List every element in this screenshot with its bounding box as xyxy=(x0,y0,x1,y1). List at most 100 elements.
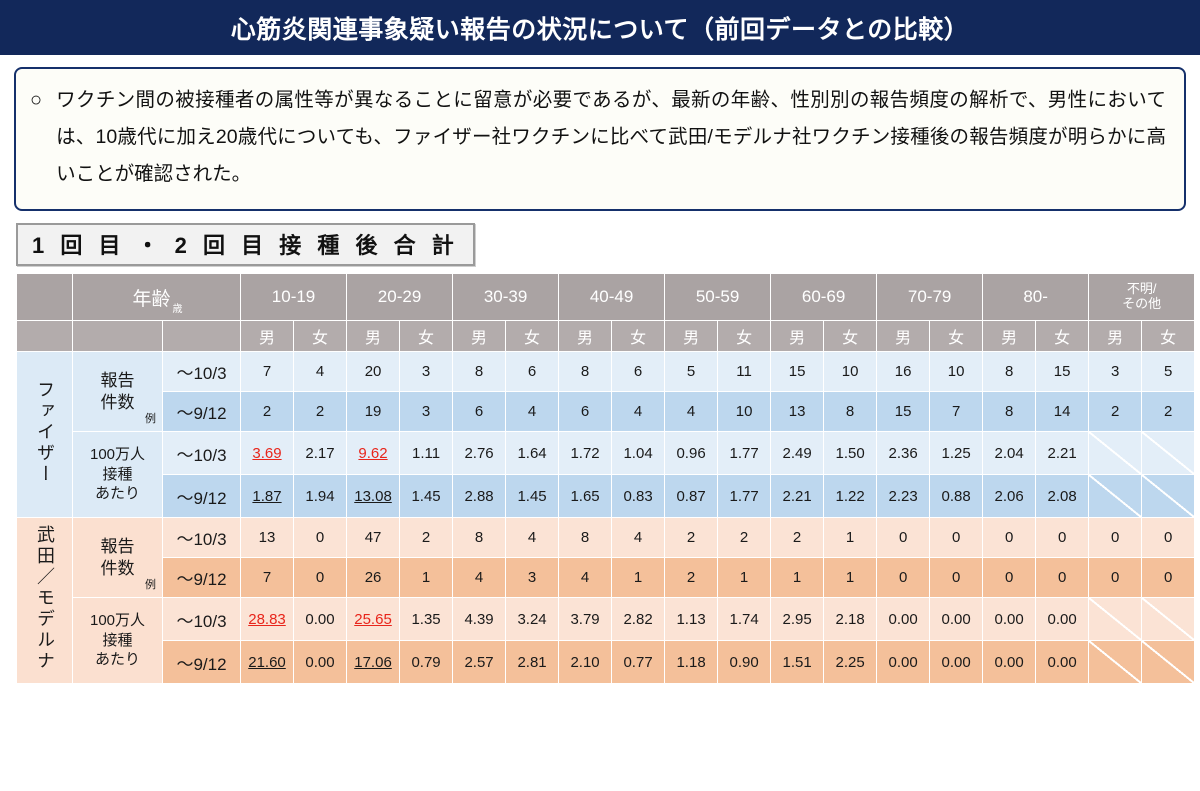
data-cell: 0 xyxy=(1088,557,1143,598)
callout-bullet-icon: ○ xyxy=(30,89,43,111)
data-cell: 0 xyxy=(929,557,984,598)
data-cell: 26 xyxy=(346,557,401,598)
header-sex-male-60-69: 男 xyxy=(770,320,825,352)
data-cell: 1.74 xyxy=(717,597,772,641)
data-cell: 4 xyxy=(505,517,560,558)
brand-label-moderna: 武田／モデルナ xyxy=(16,517,73,684)
table-row: ～9/12 7 0 26 1 4 3 4 1 2 1 1 1 0 0 0 0 0 0 xyxy=(17,557,1196,598)
data-cell: 0 xyxy=(876,517,931,558)
data-cell: 7 xyxy=(240,351,295,392)
data-cell: 0 xyxy=(293,557,348,598)
data-cell: 0 xyxy=(1141,557,1196,598)
header-sex-male-50-59: 男 xyxy=(664,320,719,352)
data-cell xyxy=(1088,431,1143,475)
data-cell: 2.82 xyxy=(611,597,666,641)
data-cell: 2 xyxy=(664,517,719,558)
data-cell: 47 xyxy=(346,517,401,558)
header-age-label: 年齢歳 xyxy=(71,273,242,321)
header-sex-female-60-69: 女 xyxy=(823,320,878,352)
metric-line1: 100万人 xyxy=(89,612,146,630)
period-label-previous: ～9/12 xyxy=(161,640,242,684)
emphasised-value: 25.65 xyxy=(354,610,392,628)
data-cell: 2 xyxy=(399,517,454,558)
data-cell: 3 xyxy=(399,391,454,432)
underlined-value: 21.60 xyxy=(248,653,286,671)
data-cell: 1 xyxy=(399,557,454,598)
header-age-60-69: 60-69 xyxy=(770,273,878,321)
data-cell: 2.10 xyxy=(558,640,613,684)
metric-line3: あたり xyxy=(94,651,140,669)
data-cell: 6 xyxy=(505,351,560,392)
emphasised-value: 9.62 xyxy=(358,444,388,462)
section-chip-label: 1 回 目 ・ 2 回 目 接 種 後 合 計 xyxy=(16,223,475,266)
data-cell: 1 xyxy=(611,557,666,598)
table-row: 武田／モデルナ 報告 件数例～10/3 13 0 47 2 8 4 8 4 2 2 2 1 0 0 0 0 0 0 xyxy=(16,517,1196,684)
data-cell: 13.08 xyxy=(346,474,401,518)
header-sub-corner-metric xyxy=(72,320,163,352)
data-cell: 8 xyxy=(558,351,613,392)
data-cell: 5 xyxy=(664,351,719,392)
header-sex-female-50-59: 女 xyxy=(717,320,772,352)
data-cell: 2 xyxy=(240,391,295,432)
data-cell xyxy=(1088,474,1143,518)
data-cell: 0.00 xyxy=(929,640,984,684)
data-cell: 4.39 xyxy=(452,597,507,641)
data-cell: 2.18 xyxy=(823,597,878,641)
data-cell: 6 xyxy=(558,391,613,432)
data-cell: 1.77 xyxy=(717,431,772,475)
data-cell: 1.35 xyxy=(399,597,454,641)
data-cell: 1 xyxy=(770,557,825,598)
period-label-previous: ～9/12 xyxy=(161,557,242,598)
page-title-bar: 心筋炎関連事象疑い報告の状況について（前回データとの比較） xyxy=(0,0,1200,55)
data-cell: 25.65 xyxy=(346,597,401,641)
metric-label-count: 報告 件数例 xyxy=(72,351,163,432)
metric-label-rate: 100万人 接種 あたり xyxy=(72,597,163,684)
data-cell: 0.00 xyxy=(293,640,348,684)
data-cell: 3 xyxy=(1088,351,1143,392)
data-cell: 4 xyxy=(505,391,560,432)
data-cell xyxy=(1141,597,1196,641)
data-cell: 8 xyxy=(558,517,613,558)
header-sex-male-40-49: 男 xyxy=(558,320,613,352)
data-cell: 0.88 xyxy=(929,474,984,518)
header-sex-female-70-79: 女 xyxy=(929,320,984,352)
brand-label-text: 武田／モデルナ xyxy=(34,525,55,673)
data-cell: 8 xyxy=(982,391,1037,432)
data-cell: 2.23 xyxy=(876,474,931,518)
header-sex-female-10-19: 女 xyxy=(293,320,348,352)
section-chip-container: 1 回 目 ・ 2 回 目 接 種 後 合 計 xyxy=(16,223,1200,266)
data-cell: 1 xyxy=(717,557,772,598)
header-sex-male-70-79: 男 xyxy=(876,320,931,352)
data-cell: 4 xyxy=(452,557,507,598)
data-cell: 6 xyxy=(452,391,507,432)
table-container: 年齢歳 10-19 20-29 30-39 40-49 50-59 60-69 … xyxy=(16,273,1196,684)
data-cell: 0.96 xyxy=(664,431,719,475)
header-age-40-49: 40-49 xyxy=(558,273,666,321)
data-cell: 2.06 xyxy=(982,474,1037,518)
data-cell xyxy=(1088,597,1143,641)
data-cell: 1.77 xyxy=(717,474,772,518)
data-cell: 1.11 xyxy=(399,431,454,475)
data-cell: 4 xyxy=(293,351,348,392)
brand-label-pfizer: ファイザー xyxy=(16,351,73,518)
period-label-current: ～10/3 xyxy=(161,351,242,392)
data-cell: 21.60 xyxy=(240,640,295,684)
data-cell: 2.95 xyxy=(770,597,825,641)
metric-line2: 件数 xyxy=(100,558,135,578)
data-cell xyxy=(1141,474,1196,518)
data-cell: 1.87 xyxy=(240,474,295,518)
data-cell: 10 xyxy=(929,351,984,392)
header-sex-male-unknown: 男 xyxy=(1088,320,1143,352)
data-cell: 3.24 xyxy=(505,597,560,641)
header-age-70-79: 70-79 xyxy=(876,273,984,321)
data-cell: 0 xyxy=(1141,517,1196,558)
header-sex-male-80-plus: 男 xyxy=(982,320,1037,352)
data-cell: 0 xyxy=(876,557,931,598)
data-cell: 13 xyxy=(770,391,825,432)
underlined-value: 1.87 xyxy=(252,487,282,505)
data-cell: 3 xyxy=(505,557,560,598)
data-cell: 10 xyxy=(717,391,772,432)
data-cell: 2 xyxy=(717,517,772,558)
data-cell: 15 xyxy=(1035,351,1090,392)
header-sub-corner-period xyxy=(161,320,242,352)
